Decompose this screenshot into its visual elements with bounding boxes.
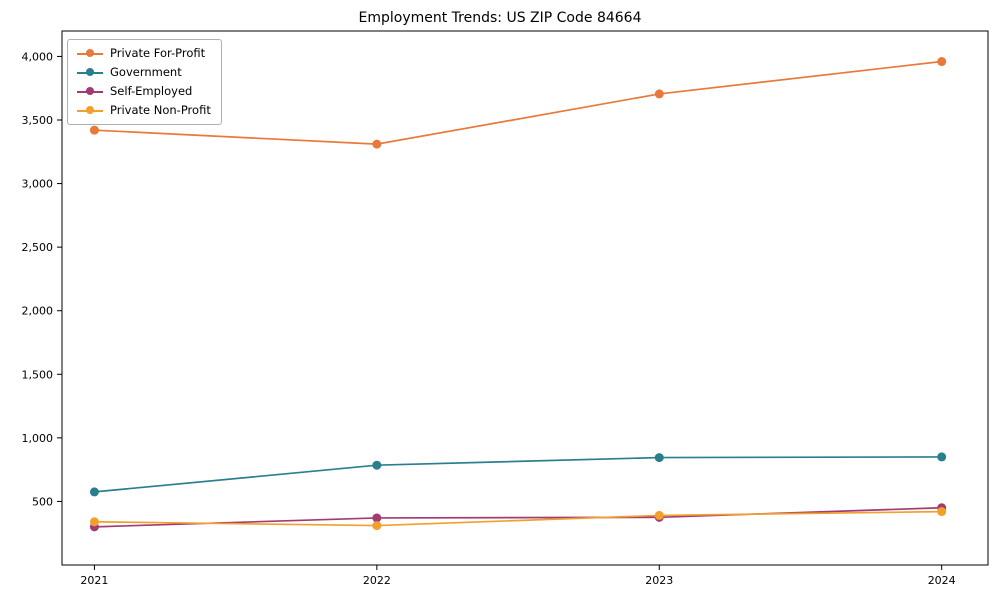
legend-label: Private Non-Profit	[110, 103, 211, 117]
line-marker-swatch-icon	[77, 49, 103, 58]
data-point-marker	[937, 452, 947, 462]
legend-item-private-for-profit: Private For-Profit	[77, 47, 211, 60]
line-marker-swatch-icon	[77, 106, 103, 115]
data-point-marker	[89, 517, 99, 527]
legend-label: Government	[110, 65, 182, 79]
data-point-marker	[654, 89, 664, 99]
series-line	[94, 510, 942, 527]
legend-label: Private For-Profit	[110, 46, 206, 60]
x-tick-label: 2021	[80, 574, 108, 587]
x-tick-label: 2023	[645, 574, 673, 587]
x-tick-label: 2024	[928, 574, 956, 587]
data-point-marker	[372, 139, 382, 149]
series-line	[94, 506, 942, 528]
y-tick-label: 4,000	[22, 50, 54, 63]
legend-label: Self-Employed	[110, 84, 193, 98]
series-line	[94, 60, 942, 146]
y-tick-label: 500	[32, 495, 53, 508]
legend-item-government: Government	[77, 66, 211, 79]
data-point-marker	[937, 507, 947, 517]
y-tick-label: 3,500	[22, 114, 54, 127]
data-point-marker	[372, 513, 382, 523]
data-point-marker	[937, 57, 947, 67]
y-tick-label: 3,000	[22, 178, 54, 191]
data-point-marker	[654, 510, 664, 520]
y-tick-label: 1,500	[22, 368, 54, 381]
data-point-marker	[654, 453, 664, 463]
line-marker-swatch-icon	[77, 68, 103, 77]
series-line	[94, 456, 942, 493]
legend-item-private-non-profit: Private Non-Profit	[77, 104, 211, 117]
chart-title: Employment Trends: US ZIP Code 84664	[358, 10, 642, 26]
y-tick-label: 1,000	[22, 432, 54, 445]
line-marker-swatch-icon	[77, 87, 103, 96]
data-point-marker	[372, 460, 382, 470]
legend-item-self-employed: Self-Employed	[77, 85, 211, 98]
data-point-marker	[89, 125, 99, 135]
plot-frame	[61, 30, 989, 566]
y-tick-label: 2,500	[22, 241, 54, 254]
legend: Private For-Profit Government Self-Emplo…	[67, 39, 222, 125]
x-tick-label: 2022	[363, 574, 391, 587]
data-point-marker	[372, 521, 382, 531]
y-tick-label: 2,000	[22, 305, 54, 318]
data-point-marker	[89, 487, 99, 497]
